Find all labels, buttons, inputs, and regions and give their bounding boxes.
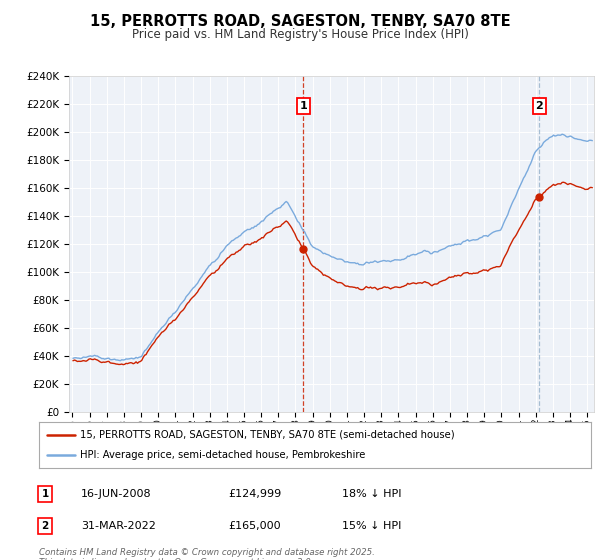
Text: 1: 1	[41, 489, 49, 499]
Text: 16-JUN-2008: 16-JUN-2008	[81, 489, 152, 499]
Text: HPI: Average price, semi-detached house, Pembrokeshire: HPI: Average price, semi-detached house,…	[80, 450, 366, 460]
Text: 31-MAR-2022: 31-MAR-2022	[81, 521, 156, 531]
Text: £124,999: £124,999	[228, 489, 281, 499]
Text: 15, PERROTTS ROAD, SAGESTON, TENBY, SA70 8TE (semi-detached house): 15, PERROTTS ROAD, SAGESTON, TENBY, SA70…	[80, 430, 455, 440]
Text: Contains HM Land Registry data © Crown copyright and database right 2025.
This d: Contains HM Land Registry data © Crown c…	[39, 548, 375, 560]
Text: 2: 2	[41, 521, 49, 531]
Text: 2: 2	[535, 101, 543, 111]
Text: Price paid vs. HM Land Registry's House Price Index (HPI): Price paid vs. HM Land Registry's House …	[131, 28, 469, 41]
Text: 15, PERROTTS ROAD, SAGESTON, TENBY, SA70 8TE: 15, PERROTTS ROAD, SAGESTON, TENBY, SA70…	[89, 14, 511, 29]
Text: £165,000: £165,000	[228, 521, 281, 531]
Text: 1: 1	[299, 101, 307, 111]
Text: 15% ↓ HPI: 15% ↓ HPI	[342, 521, 401, 531]
Text: 18% ↓ HPI: 18% ↓ HPI	[342, 489, 401, 499]
